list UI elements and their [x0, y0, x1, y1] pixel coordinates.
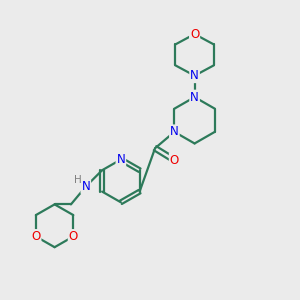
Text: O: O — [69, 230, 78, 243]
Text: N: N — [116, 153, 125, 166]
Text: O: O — [190, 28, 199, 40]
Text: N: N — [190, 91, 199, 103]
Text: N: N — [190, 69, 199, 82]
Text: O: O — [170, 154, 179, 166]
Text: N: N — [170, 125, 179, 138]
Text: O: O — [31, 230, 40, 243]
Text: H: H — [74, 175, 81, 185]
Text: N: N — [81, 180, 90, 193]
